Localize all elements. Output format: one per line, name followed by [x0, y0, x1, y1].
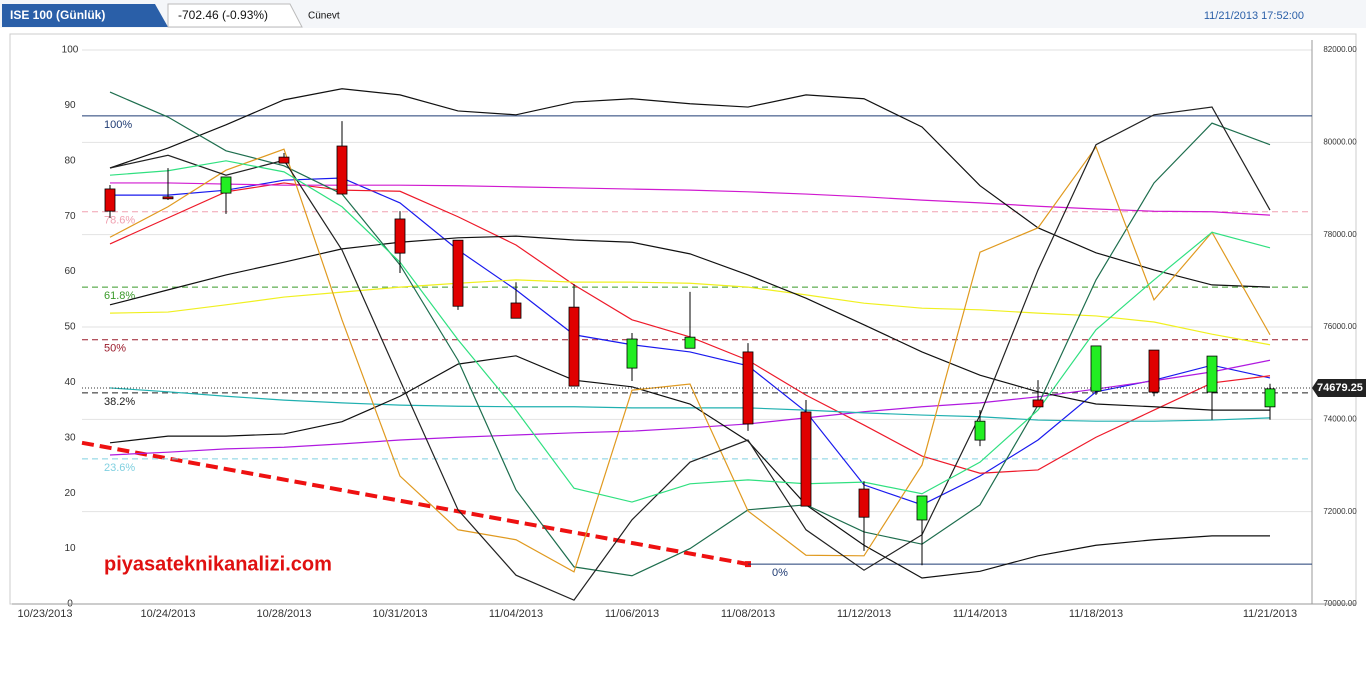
x-tick-label: 11/04/2013 [489, 608, 543, 620]
candle-body [626, 338, 638, 369]
indicator-line [109, 355, 1270, 579]
candle-body [1148, 349, 1160, 393]
watermark: piyasateknikanalizi.com [104, 553, 332, 575]
fib-label: 0% [772, 567, 788, 579]
y-tick-label: 10 [64, 543, 76, 554]
tab[interactable] [2, 4, 168, 27]
candle-body [568, 306, 580, 387]
indicator-line [110, 177, 1271, 506]
candle-body [916, 495, 928, 521]
x-tick-label: 11/14/2013 [953, 608, 1007, 620]
indicator-line [110, 182, 1271, 216]
x-tick-label: 11/06/2013 [605, 608, 659, 620]
candle-body [858, 488, 870, 518]
y-tick-label: 100 [62, 45, 79, 56]
y2-tick-label: 80000.00 [1323, 137, 1357, 146]
last-price-tag [1312, 378, 1366, 397]
y2-tick-label: 78000.00 [1323, 230, 1357, 239]
user: Cünevt [308, 11, 340, 22]
fib-label: 50% [104, 343, 126, 355]
fib-label: 38.2% [104, 396, 135, 408]
y-tick-label: 20 [64, 488, 76, 499]
candle-body [220, 176, 232, 194]
candle-body [974, 420, 986, 441]
y-tick-label: 30 [64, 432, 76, 443]
candle-body [452, 239, 464, 307]
indicator-line [109, 279, 1271, 346]
y2-tick-label: 72000.00 [1323, 507, 1357, 516]
price-box [167, 3, 303, 28]
candle-body [510, 302, 522, 319]
indicator-line [109, 88, 1271, 288]
indicator-line [109, 160, 1271, 503]
fib-label: 78.6% [104, 215, 135, 227]
candle-body [1032, 399, 1044, 408]
x-tick-label: 11/21/2013 [1243, 608, 1297, 620]
y2-tick-label: 82000.00 [1323, 45, 1357, 54]
x-tick-label: 11/08/2013 [721, 608, 775, 620]
indicator-line [109, 359, 1271, 456]
y-tick-label: 40 [64, 377, 76, 388]
fib-label: 23.6% [104, 462, 135, 474]
x-tick-label: 10/23/2013 [17, 608, 72, 620]
trendline [81, 440, 749, 567]
candle-body [336, 145, 348, 195]
x-tick-label: 11/12/2013 [837, 608, 891, 620]
x-tick-label: 10/28/2013 [256, 608, 311, 620]
candle-body [278, 156, 290, 164]
indicator-line [109, 235, 1270, 411]
x-tick-label: 11/18/2013 [1069, 608, 1123, 620]
candle-body [162, 196, 174, 200]
y-tick-label: 90 [64, 100, 76, 111]
x-tick-label: 10/31/2013 [372, 608, 427, 620]
tab-title: ISE 100 (Günlük) [10, 8, 105, 22]
y2-tick-label: 76000.00 [1323, 322, 1357, 331]
candle-body [800, 411, 812, 507]
candle-body [684, 336, 696, 349]
fib-label: 61.8% [104, 290, 135, 302]
fib-label: 100% [104, 119, 132, 131]
y-tick-label: 70 [64, 211, 76, 222]
y-tick-label: 80 [64, 155, 76, 166]
last-price-label: 74679.25 [1317, 382, 1363, 394]
candle-body [1264, 388, 1276, 408]
candle-body [1090, 345, 1102, 392]
y-tick-label: 50 [64, 322, 76, 333]
indicator-line [109, 387, 1271, 422]
price-change: -702.46 (-0.93%) [178, 8, 268, 22]
y2-tick-label: 74000.00 [1323, 414, 1357, 423]
candle-body [394, 218, 406, 254]
x-tick-label: 10/24/2013 [140, 608, 195, 620]
frame [9, 33, 1357, 605]
candle-body [104, 188, 116, 212]
indicator-line [109, 145, 1271, 573]
indicator-line [109, 106, 1271, 601]
y-tick-label: 60 [64, 266, 76, 277]
timestamp: 11/21/2013 17:52:00 [1204, 10, 1304, 22]
indicator-line [109, 91, 1271, 577]
candle-body [1206, 355, 1218, 393]
candle-body [742, 351, 754, 425]
